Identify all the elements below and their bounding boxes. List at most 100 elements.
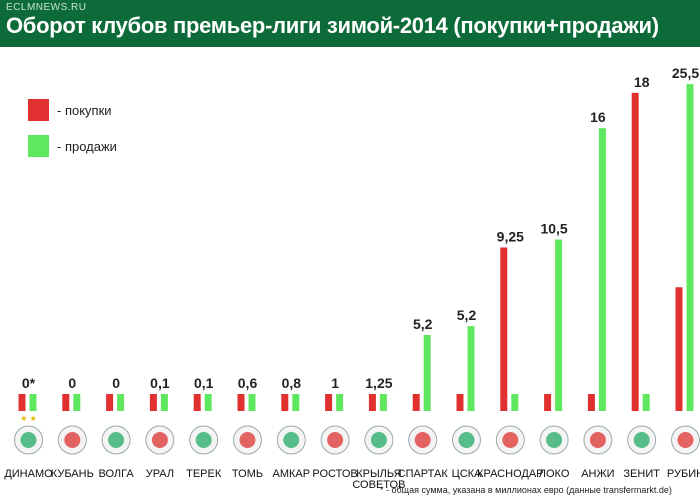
legend-swatch-purchases: [28, 99, 49, 121]
bar-sales-14: [642, 394, 650, 411]
club-logo-icon-11: [495, 425, 525, 455]
chart-legend: - покупки - продажи: [28, 98, 117, 170]
bar-purchases-8: [368, 394, 376, 411]
club-logo-core-15: [677, 432, 694, 448]
club-logo-icon-6: [276, 425, 306, 455]
legend-swatch-sales: [28, 135, 49, 157]
total-label-14: 18: [634, 74, 650, 90]
total-label-12: 10,5: [540, 221, 567, 237]
bar-purchases-5: [237, 394, 245, 411]
club-logo-icon-2: [101, 425, 131, 455]
club-logo-core-5: [239, 432, 256, 448]
legend-label-purchases: - покупки: [57, 102, 112, 118]
bar-sales-3: [160, 394, 168, 411]
bar-sales-10: [467, 326, 475, 411]
category-label-11: КРАСНОДАР: [477, 468, 543, 480]
category-label-10: ЦСКА: [452, 468, 482, 480]
bar-purchases-3: [149, 394, 157, 411]
total-label-0: 0*: [22, 375, 36, 391]
bar-sales-2: [117, 394, 125, 411]
club-logo-icon-1: [57, 425, 87, 455]
bar-sales-1: [73, 394, 81, 411]
club-logo-icon-8: [364, 425, 394, 455]
club-logo-core-11: [502, 432, 519, 448]
club-logo-icon-0: [14, 425, 43, 455]
club-logo-core-13: [589, 432, 606, 448]
club-logo-core-7: [327, 432, 344, 448]
bar-purchases-9: [412, 394, 420, 411]
club-logo-core-8: [370, 432, 387, 448]
category-label-3: УРАЛ: [146, 468, 174, 480]
bar-sales-15: [686, 84, 694, 411]
footnote: * - общая сумма, указана в миллионах евр…: [380, 485, 672, 495]
category-label-8: КРЫЛЬЯ СОВЕТОВ: [352, 468, 405, 491]
total-label-5: 0,6: [238, 375, 258, 391]
site-brand: ECLMNEWS.RU: [6, 2, 87, 13]
bar-sales-8: [379, 394, 387, 411]
bar-sales-9: [423, 334, 431, 411]
total-label-13: 16: [590, 109, 606, 125]
bar-purchases-1: [62, 394, 70, 411]
club-logo-core-2: [108, 432, 125, 448]
total-label-6: 0,8: [282, 375, 302, 391]
dinamo-stars-icon: ★ ★: [20, 414, 37, 423]
category-label-15: РУБИН: [667, 468, 700, 480]
category-label-0: ДИНАМО: [4, 468, 53, 480]
category-label-5: ТОМЬ: [232, 468, 263, 480]
club-logo-icon-12: [539, 425, 569, 455]
bar-purchases-13: [587, 394, 595, 411]
club-logo-core-3: [151, 432, 168, 448]
club-logo-core-9: [414, 432, 431, 448]
category-label-13: АНЖИ: [581, 468, 614, 480]
bar-purchases-7: [325, 394, 333, 411]
bar-sales-12: [555, 239, 563, 411]
bar-sales-13: [598, 128, 606, 411]
category-label-14: ЗЕНИТ: [623, 468, 660, 480]
club-logo-icon-5: [233, 425, 262, 455]
category-label-7: РОСТОВ: [312, 468, 357, 480]
club-logo-icon-14: [627, 425, 657, 455]
category-label-9: СПАРТАК: [398, 468, 449, 480]
bar-sales-6: [292, 394, 300, 411]
bar-purchases-14: [631, 92, 639, 412]
total-label-7: 1: [331, 375, 339, 391]
category-label-4: ТЕРЕК: [186, 468, 222, 480]
bar-sales-11: [511, 394, 519, 411]
bar-sales-5: [248, 394, 256, 411]
total-label-4: 0,1: [194, 375, 214, 391]
bar-sales-7: [336, 394, 344, 411]
legend-item-sales: - продажи: [28, 134, 117, 158]
bar-sales-0: [29, 394, 37, 411]
legend-label-sales: - продажи: [57, 138, 117, 154]
bar-purchases-12: [544, 394, 552, 411]
category-label-2: ВОЛГА: [99, 468, 135, 480]
club-logo-icon-15: [671, 425, 700, 455]
category-label-12: ЛОКО: [539, 468, 570, 480]
club-logo-core-1: [64, 432, 81, 448]
club-logo-icon-3: [145, 425, 175, 455]
club-logo-core-12: [546, 432, 563, 448]
club-logo-core-0: [20, 432, 37, 448]
total-label-15: 25,5: [672, 65, 699, 81]
bar-purchases-2: [106, 394, 114, 411]
bar-sales-4: [204, 394, 212, 411]
bar-purchases-10: [456, 394, 464, 411]
total-label-10: 5,2: [457, 307, 477, 323]
page-title: Оборот клубов премьер-лиги зимой-2014 (п…: [6, 13, 659, 38]
category-label-6: АМКАР: [273, 468, 311, 480]
total-label-8: 1,25: [365, 375, 392, 391]
club-logo-core-14: [633, 432, 650, 448]
club-logo-icon-4: [189, 425, 219, 455]
club-logo-icon-9: [408, 425, 438, 455]
club-logo-core-6: [283, 432, 300, 448]
total-label-2: 0: [112, 375, 120, 391]
club-logo-core-4: [195, 432, 212, 448]
bar-purchases-0: [18, 394, 26, 411]
bar-purchases-15: [675, 287, 683, 411]
category-label-1: КУБАНЬ: [51, 468, 94, 480]
bar-purchases-6: [281, 394, 289, 411]
legend-item-purchases: - покупки: [28, 98, 117, 122]
club-logo-icon-13: [583, 425, 613, 455]
club-logo-icon-7: [320, 425, 350, 455]
